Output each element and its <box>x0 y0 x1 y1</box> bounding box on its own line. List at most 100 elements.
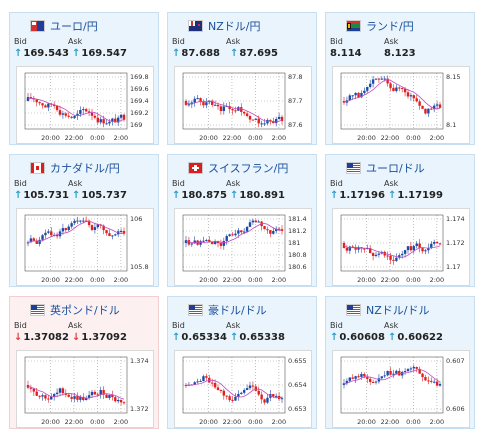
candle-body <box>245 388 249 391</box>
candle-body <box>254 386 258 391</box>
nz-flag-icon <box>188 20 203 32</box>
us-flag-icon <box>30 304 45 316</box>
candle-body <box>35 240 38 244</box>
chart-y-tick: 1.372 <box>130 405 149 413</box>
price-chart[interactable]: 20:00 22:00 0:00 2:00 169.8 169.6 169.4 169.2 16… <box>16 66 154 144</box>
candle-body <box>70 396 73 399</box>
pair-title[interactable]: カナダドル/円 <box>50 162 120 175</box>
rate-card-zar-jpy[interactable]: ランド/円 Bid Ask 8.114 8.123 20:00 22:00 0:00… <box>325 12 475 145</box>
chart-x-tick: 22:00 <box>65 134 84 142</box>
price-chart[interactable]: 20:00 22:00 0:00 2:00 1.374 1.372 <box>16 350 154 428</box>
ask-number: 0.65338 <box>239 332 285 343</box>
card-header[interactable]: ユーロ/円 <box>30 17 98 35</box>
ask-value: ↑0.60622 <box>388 332 443 343</box>
candle-body <box>82 396 85 401</box>
bid-value: ↑0.60608 <box>330 332 385 343</box>
price-chart[interactable]: 20:00 22:00 0:00 2:00 106 105.8 <box>16 208 154 286</box>
candle-body <box>216 387 220 390</box>
chart-x-tick: 2:00 <box>430 134 445 142</box>
ask-value: ↑105.737 <box>72 190 127 201</box>
candle-body <box>102 225 105 231</box>
candle-body <box>225 236 228 241</box>
candle-body <box>406 246 410 251</box>
chart-y-tick: 87.8 <box>288 73 302 81</box>
candle-body <box>202 240 205 242</box>
card-header[interactable]: ユーロ/ドル <box>346 159 425 177</box>
candle-body <box>412 246 416 251</box>
card-header[interactable]: NZドル/ドル <box>346 301 429 319</box>
candle-body <box>257 221 260 223</box>
candle-body <box>435 104 439 106</box>
pair-title[interactable]: 英ポンド/ドル <box>50 304 120 317</box>
rate-card-eur-usd[interactable]: ユーロ/ドル Bid Ask ↑1.17196 ↑1.17199 20:00 22… <box>325 154 475 287</box>
pair-title[interactable]: 豪ドル/ドル <box>208 304 267 317</box>
candle-body <box>263 399 266 403</box>
chart-y-tick: 0.606 <box>446 405 465 413</box>
price-chart[interactable]: 20:00 22:00 0:00 2:00 8.15 8.1 <box>332 66 470 144</box>
rate-card-aud-usd[interactable]: 豪ドル/ドル Bid Ask ↑0.65334 ↑0.65338 20:00 22… <box>167 296 317 429</box>
rate-card-eur-jpy[interactable]: ユーロ/円 Bid Ask ↑169.543 ↑169.547 20:00 22:… <box>9 12 159 145</box>
candle-body <box>231 234 234 236</box>
candle-body <box>438 384 442 386</box>
card-header[interactable]: 豪ドル/ドル <box>188 301 267 319</box>
rate-card-gbp-usd[interactable]: 英ポンド/ドル Bid Ask ↓1.37082 ↓1.37092 20:00 2… <box>9 296 159 429</box>
chart-x-tick: 0:00 <box>406 276 421 284</box>
candle-body <box>363 248 366 250</box>
bid-label: Bid <box>330 321 343 330</box>
pair-title[interactable]: NZドル/円 <box>208 20 261 33</box>
candle-body <box>210 241 214 244</box>
candle-body <box>248 222 252 227</box>
price-chart[interactable]: 20:00 22:00 0:00 2:00 1.174 1.172 1.17 <box>332 208 470 286</box>
bid-number: 0.60608 <box>339 332 385 343</box>
price-chart[interactable]: 20:00 22:00 0:00 2:00 0.655 0.654 0.653 <box>174 350 312 428</box>
candle-body <box>213 241 217 244</box>
candle-body <box>342 383 346 385</box>
price-chart[interactable]: 20:00 22:00 0:00 2:00 87.8 87.7 87.6 <box>174 66 312 144</box>
ask-number: 180.891 <box>239 190 285 201</box>
candle-body <box>274 118 278 124</box>
candle-body <box>79 220 82 222</box>
price-chart[interactable]: 20:00 22:00 0:00 2:00 0.607 0.606 <box>332 350 470 428</box>
bid-value: ↑169.543 <box>14 48 69 59</box>
candle-body <box>368 83 372 87</box>
pair-title[interactable]: ユーロ/円 <box>50 20 98 33</box>
card-header[interactable]: スイスフラン/円 <box>188 159 288 177</box>
candle-body <box>187 104 191 106</box>
pair-title[interactable]: スイスフラン/円 <box>208 162 289 175</box>
rate-card-cad-jpy[interactable]: カナダドル/円 Bid Ask ↑105.731 ↑105.737 20:00 2… <box>9 154 159 287</box>
candle-body <box>421 105 424 109</box>
candle-body <box>231 400 234 402</box>
up-arrow-icon: ↑ <box>330 332 339 343</box>
candle-body <box>377 78 381 80</box>
chart-axes <box>24 214 128 272</box>
candle-body <box>386 78 389 84</box>
card-header[interactable]: 英ポンド/ドル <box>30 301 120 319</box>
candle-body <box>251 220 255 223</box>
candle-body <box>351 377 354 379</box>
candle-body <box>357 92 360 98</box>
candle-body <box>415 367 418 369</box>
candle-body <box>116 400 120 402</box>
rate-card-chf-jpy[interactable]: スイスフラン/円 Bid Ask ↑180.875 ↑180.891 20:00… <box>167 154 317 287</box>
price-chart-svg: 20:00 22:00 0:00 2:00 1.374 1.372 <box>24 356 149 426</box>
ask-label: Ask <box>384 179 399 188</box>
chart-y-tick: 105.8 <box>130 263 149 271</box>
card-header[interactable]: カナダドル/円 <box>30 159 120 177</box>
us-flag-icon <box>346 304 361 316</box>
price-chart[interactable]: 20:00 22:00 0:00 2:00 181.4 181.2 181 180.8 180.… <box>174 208 312 286</box>
moving-average-line <box>343 245 441 258</box>
card-header[interactable]: NZドル/円 <box>188 17 260 35</box>
pair-title[interactable]: ユーロ/ドル <box>366 162 425 175</box>
pair-title[interactable]: ランド/円 <box>366 20 414 33</box>
price-chart-svg: 20:00 22:00 0:00 2:00 169.8 169.6 169.4 169.2 16… <box>24 72 149 142</box>
candle-body <box>251 119 255 121</box>
candle-body <box>93 227 97 230</box>
pair-title[interactable]: NZドル/ドル <box>366 304 430 317</box>
rate-card-nzd-usd[interactable]: NZドル/ドル Bid Ask ↑0.60608 ↑0.60622 20:00 2… <box>325 296 475 429</box>
chart-y-tick: 1.17 <box>446 263 460 271</box>
price-chart-svg: 20:00 22:00 0:00 2:00 181.4 181.2 181 180.8 180.… <box>182 214 307 284</box>
rate-card-nzd-jpy[interactable]: NZドル/円 Bid Ask ↑87.688 ↑87.695 20:00 22:0… <box>167 12 317 145</box>
candle-body <box>29 238 33 243</box>
card-header[interactable]: ランド/円 <box>346 17 414 35</box>
candle-body <box>44 395 47 399</box>
